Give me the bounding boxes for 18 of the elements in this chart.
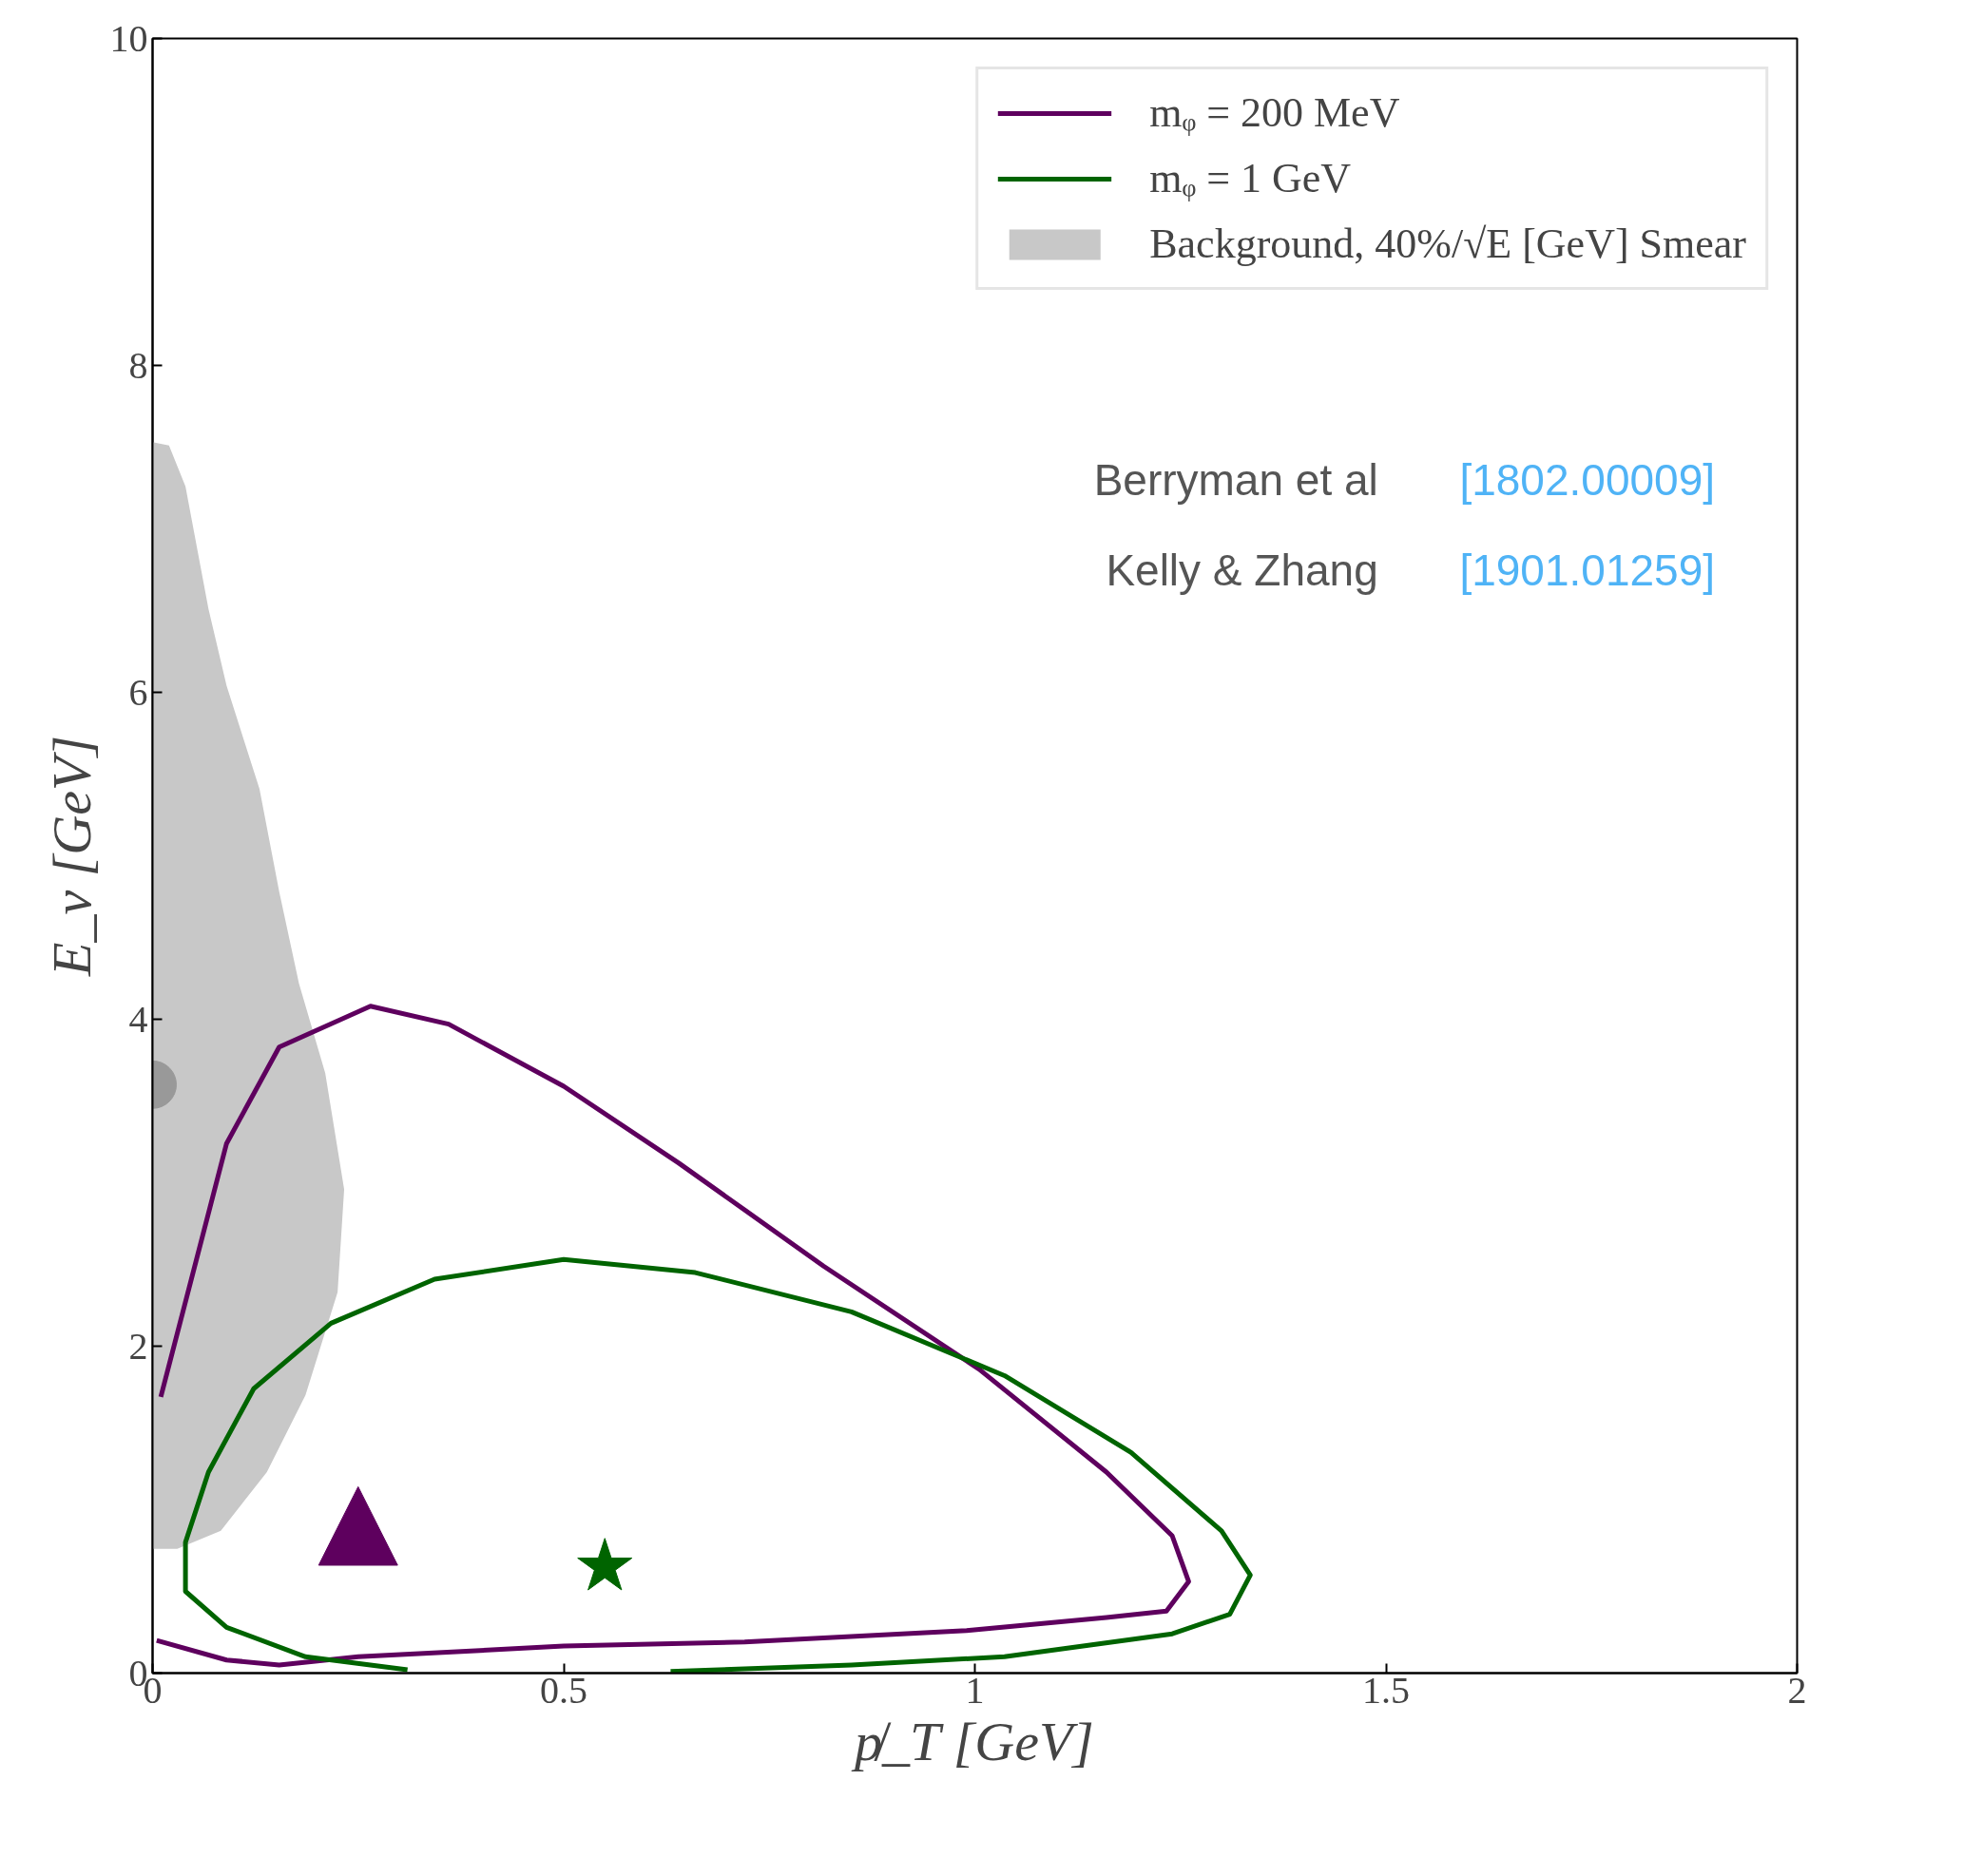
y-tick-label: 4	[128, 997, 148, 1041]
annotation: [1802.00009]	[1459, 454, 1716, 505]
y-tick-label: 8	[128, 343, 148, 387]
y-tick-label: 2	[128, 1324, 148, 1368]
annotation: Kelly & Zhang	[1106, 545, 1378, 595]
x-tick-label: 1	[965, 1668, 985, 1712]
x-tick-label: 2	[1787, 1668, 1807, 1712]
y-axis-title: E_ν [GeV]	[40, 736, 103, 977]
legend-label: mᵩ = 1 GeV	[1149, 154, 1352, 202]
y-tick-label: 6	[128, 670, 148, 714]
annotation: [1901.01259]	[1459, 545, 1716, 595]
x-axis-title: p̸_T [GeV]	[851, 1710, 1094, 1772]
x-tick-label: 0.5	[540, 1668, 587, 1712]
legend-label: Background, 40%/√E [GeV] Smear	[1149, 220, 1746, 268]
annotation: Berryman et al	[1093, 454, 1378, 505]
y-tick-label: 10	[109, 16, 148, 60]
x-tick-label: 1.5	[1362, 1668, 1410, 1712]
legend-label: mᵩ = 200 MeV	[1149, 88, 1400, 137]
